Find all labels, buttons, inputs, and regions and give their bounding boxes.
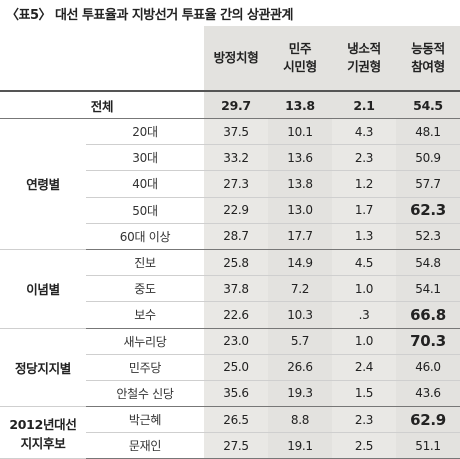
cell-value: 1.5 [332,380,396,408]
col-header: 능동적 참여형 [396,26,460,91]
row-label: 40대 [86,170,204,198]
row-label: 60대 이상 [86,223,204,250]
table-row: 이념별 진보 25.8 14.9 4.5 54.8 [0,249,460,329]
cell-value: 5.7 [268,328,332,355]
cell-value: 37.5 [204,118,268,146]
col-header: 방정치형 [204,26,268,91]
row-label: 문재인 [86,432,204,459]
group-label: 정당지지별 [0,328,86,408]
cell-value: 10.1 [268,118,332,146]
cell-value: 8.8 [268,406,332,434]
cell-value: 1.0 [332,275,396,303]
table-row: 60대 이상 28.7 17.7 1.3 52.3 [0,223,460,250]
cell-value: 28.7 [204,223,268,250]
row-label: 중도 [86,275,204,303]
row-label: 보수 [86,301,204,329]
table-container: 방정치형 민주 시민형 냉소적 기권형 능동적 참여형 전체 29.7 13.8… [0,26,460,459]
cell-value: 22.6 [204,301,268,329]
cell-value: 1.7 [332,197,396,224]
cell-value: 14.9 [268,249,332,277]
cell-value: 1.0 [332,328,396,355]
cell-value: 25.0 [204,354,268,381]
header-row: 방정치형 민주 시민형 냉소적 기권형 능동적 참여형 [0,26,460,91]
table-row: 2012년대선 지지후보 박근혜 26.5 8.8 2.3 62.9 [0,406,460,459]
cell-value: 52.3 [396,223,460,250]
row-label: 민주당 [86,354,204,381]
table-row: 중도 37.8 7.2 1.0 54.1 [0,275,460,303]
table-row: 연령별 20대 37.5 10.1 4.3 48.1 [0,118,460,250]
row-label: 박근혜 [86,406,204,434]
cell-value: 4.3 [332,118,396,146]
cell-value: 22.9 [204,197,268,224]
correlation-table: 방정치형 민주 시민형 냉소적 기권형 능동적 참여형 전체 29.7 13.8… [0,26,460,459]
cell-value: 26.6 [268,354,332,381]
col-header: 냉소적 기권형 [332,26,396,91]
table-row: 40대 27.3 13.8 1.2 57.7 [0,170,460,198]
cell-value: 2.4 [332,354,396,381]
cell-value: 27.3 [204,170,268,198]
group-label: 2012년대선 지지후보 [0,406,86,459]
row-label: 30대 [86,144,204,172]
cell-value: 13.8 [268,170,332,198]
cell-value: 46.0 [396,354,460,381]
cell-value: 43.6 [396,380,460,408]
row-label: 안철수 신당 [86,380,204,408]
table-row: 문재인 27.5 19.1 2.5 51.1 [0,432,460,459]
row-label: 20대 [86,118,204,146]
total-value: 54.5 [396,90,460,119]
cell-value: 51.1 [396,432,460,459]
cell-value: 2.3 [332,406,396,434]
total-row: 전체 29.7 13.8 2.1 54.5 [0,90,460,119]
cell-value: 70.3 [396,328,460,355]
cell-value: 13.6 [268,144,332,172]
total-label: 전체 [0,90,204,119]
cell-value: 17.7 [268,223,332,250]
cell-value: 54.8 [396,249,460,277]
cell-value: 54.1 [396,275,460,303]
col-header: 민주 시민형 [268,26,332,91]
total-value: 29.7 [204,90,268,119]
row-label: 50대 [86,197,204,224]
cell-value: 13.0 [268,197,332,224]
table-row: 30대 33.2 13.6 2.3 50.9 [0,144,460,172]
cell-value: 33.2 [204,144,268,172]
table-title: 〈표5〉 대선 투표율과 지방선거 투표율 간의 상관관계 [6,8,293,23]
cell-value: 48.1 [396,118,460,146]
cell-value: 1.3 [332,223,396,250]
table-row: 50대 22.9 13.0 1.7 62.3 [0,197,460,224]
total-value: 2.1 [332,90,396,119]
cell-value: 37.8 [204,275,268,303]
cell-value: 25.8 [204,249,268,277]
header-corner [0,26,86,91]
cell-value: 62.3 [396,197,460,224]
header-blank [86,26,204,91]
cell-value: 26.5 [204,406,268,434]
cell-value: 1.2 [332,170,396,198]
cell-value: 19.3 [268,380,332,408]
cell-value: 7.2 [268,275,332,303]
cell-value: 10.3 [268,301,332,329]
cell-value: 66.8 [396,301,460,329]
cell-value: 23.0 [204,328,268,355]
table-row: 민주당 25.0 26.6 2.4 46.0 [0,354,460,381]
cell-value: 2.5 [332,432,396,459]
cell-value: .3 [332,301,396,329]
group-label: 이념별 [0,249,86,329]
cell-value: 4.5 [332,249,396,277]
row-label: 새누리당 [86,328,204,355]
cell-value: 19.1 [268,432,332,459]
table-row: 정당지지별 새누리당 23.0 5.7 1.0 70.3 [0,328,460,408]
cell-value: 62.9 [396,406,460,434]
cell-value: 2.3 [332,144,396,172]
group-label: 연령별 [0,118,86,250]
table-row: 보수 22.6 10.3.3 66.8 [0,301,460,329]
cell-value: 35.6 [204,380,268,408]
row-label: 진보 [86,249,204,277]
cell-value: 50.9 [396,144,460,172]
cell-value: 27.5 [204,432,268,459]
cell-value: 57.7 [396,170,460,198]
total-value: 13.8 [268,90,332,119]
table-row: 안철수 신당 35.6 19.3 1.5 43.6 [0,380,460,408]
